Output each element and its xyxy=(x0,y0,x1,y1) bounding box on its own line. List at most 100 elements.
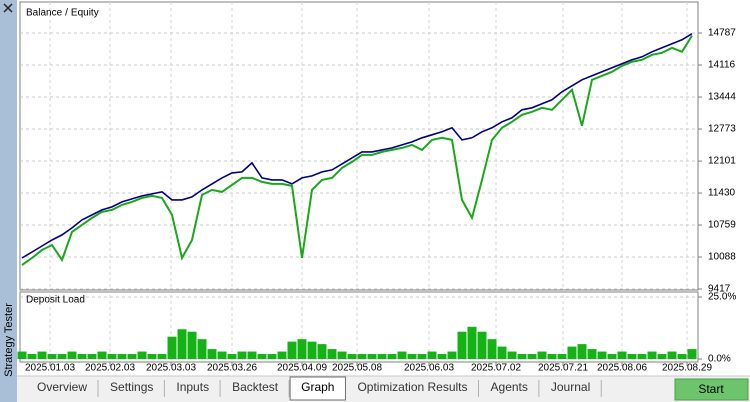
tab-label: Settings xyxy=(110,380,153,394)
load-bar xyxy=(147,354,157,359)
load-bar xyxy=(317,344,327,359)
tab[interactable]: Agents xyxy=(491,380,540,397)
start-button[interactable]: Start xyxy=(674,378,749,401)
load-bar xyxy=(487,339,497,359)
load-bar xyxy=(127,354,137,359)
x-tick-label: 2025.04.09 xyxy=(277,363,327,374)
load-bar xyxy=(217,351,227,359)
y-tick-label: 10088 xyxy=(708,252,736,263)
y-tick-label: 10759 xyxy=(708,220,736,231)
load-bar xyxy=(567,346,577,359)
load-bar xyxy=(527,354,537,359)
load-bar xyxy=(117,354,127,359)
sidebar xyxy=(0,0,17,402)
load-bar xyxy=(367,354,377,359)
series-line xyxy=(21,35,693,266)
tab-label: Inputs xyxy=(176,380,209,394)
load-bar xyxy=(347,354,357,359)
load-bar xyxy=(197,339,207,359)
load-bar xyxy=(327,349,337,359)
tab[interactable]: Settings xyxy=(110,380,165,397)
load-bar xyxy=(207,349,217,359)
x-tick-label: 2025.02.03 xyxy=(85,363,135,374)
load-bar xyxy=(617,351,627,359)
load-bar xyxy=(687,349,697,359)
legend-entry: Equity xyxy=(71,8,99,19)
sidebar-title: Strategy Tester xyxy=(3,303,15,377)
tab-label: Journal xyxy=(551,380,590,394)
load-bar xyxy=(27,354,37,359)
tab[interactable]: Graph xyxy=(289,376,346,401)
x-tick-label: 2025.07.21 xyxy=(538,363,588,374)
x-tick-label: 2025.07.02 xyxy=(471,363,521,374)
load-bar xyxy=(387,354,397,359)
y-tick-label: 11430 xyxy=(708,188,736,199)
legend-separator: / xyxy=(65,8,68,19)
tab-label: Optimization Results xyxy=(357,380,467,394)
load-bar xyxy=(377,354,387,359)
load-bar xyxy=(297,339,307,359)
load-bar xyxy=(577,344,587,359)
x-tick-label: 2025.08.06 xyxy=(597,363,647,374)
load-bar xyxy=(237,351,247,359)
load-bar xyxy=(257,354,267,359)
tab[interactable]: Overview xyxy=(37,380,99,397)
x-tick-label: 2025.03.03 xyxy=(146,363,196,374)
load-bar xyxy=(37,351,47,359)
load-bar xyxy=(557,354,567,359)
load-bar xyxy=(17,351,27,359)
load-bar xyxy=(407,354,417,359)
load-bar xyxy=(397,351,407,359)
load-bar xyxy=(227,354,237,359)
tab[interactable]: Journal xyxy=(551,380,602,397)
lower-panel xyxy=(19,291,699,363)
y-tick-label: 13444 xyxy=(708,92,736,103)
load-bar xyxy=(267,354,277,359)
load-bar xyxy=(627,354,637,359)
load-bar xyxy=(447,351,457,359)
load-bar xyxy=(547,354,557,359)
close-button[interactable] xyxy=(3,3,13,13)
tab[interactable]: Inputs xyxy=(176,380,221,397)
upper-panel xyxy=(19,1,699,291)
tab-active xyxy=(289,376,346,401)
load-bar xyxy=(287,341,297,359)
load-bar xyxy=(167,336,177,359)
load-bar xyxy=(467,326,477,359)
chart-title: Deposit Load xyxy=(26,295,85,306)
tab-label: Agents xyxy=(491,380,528,394)
load-bar xyxy=(587,349,597,359)
load-bar xyxy=(247,351,257,359)
x-tick-label: 2025.05.08 xyxy=(332,363,382,374)
load-bar xyxy=(337,351,347,359)
tab[interactable]: Optimization Results xyxy=(357,380,480,397)
load-bar xyxy=(537,351,547,359)
tab-label: Graph xyxy=(301,380,334,394)
series-line xyxy=(21,33,693,259)
load-bar xyxy=(417,354,427,359)
x-tick-label: 2025.06.03 xyxy=(404,363,454,374)
y-tick-label: 25.0% xyxy=(708,292,736,303)
load-bar xyxy=(607,354,617,359)
tab-label: Backtest xyxy=(232,380,279,394)
y-tick-label: 9417 xyxy=(708,284,731,295)
load-bar xyxy=(157,354,167,359)
load-bar xyxy=(77,354,87,359)
load-bar xyxy=(497,346,507,359)
load-bar xyxy=(107,354,117,359)
load-bar xyxy=(277,351,287,359)
y-tick-label: 12101 xyxy=(708,156,736,167)
x-tick-label: 2025.01.03 xyxy=(25,363,75,374)
x-tick-label: 2025.08.29 xyxy=(662,363,712,374)
legend-entry: Balance xyxy=(26,8,63,19)
tab[interactable]: Backtest xyxy=(232,380,290,397)
y-tick-label: 14116 xyxy=(708,60,736,71)
y-tick-label: 14787 xyxy=(708,28,736,39)
load-bar xyxy=(647,351,657,359)
load-bar xyxy=(677,354,687,359)
load-bar xyxy=(477,331,487,359)
load-bar xyxy=(437,354,447,359)
load-bar xyxy=(657,354,667,359)
y-tick-label: 12773 xyxy=(708,124,736,135)
